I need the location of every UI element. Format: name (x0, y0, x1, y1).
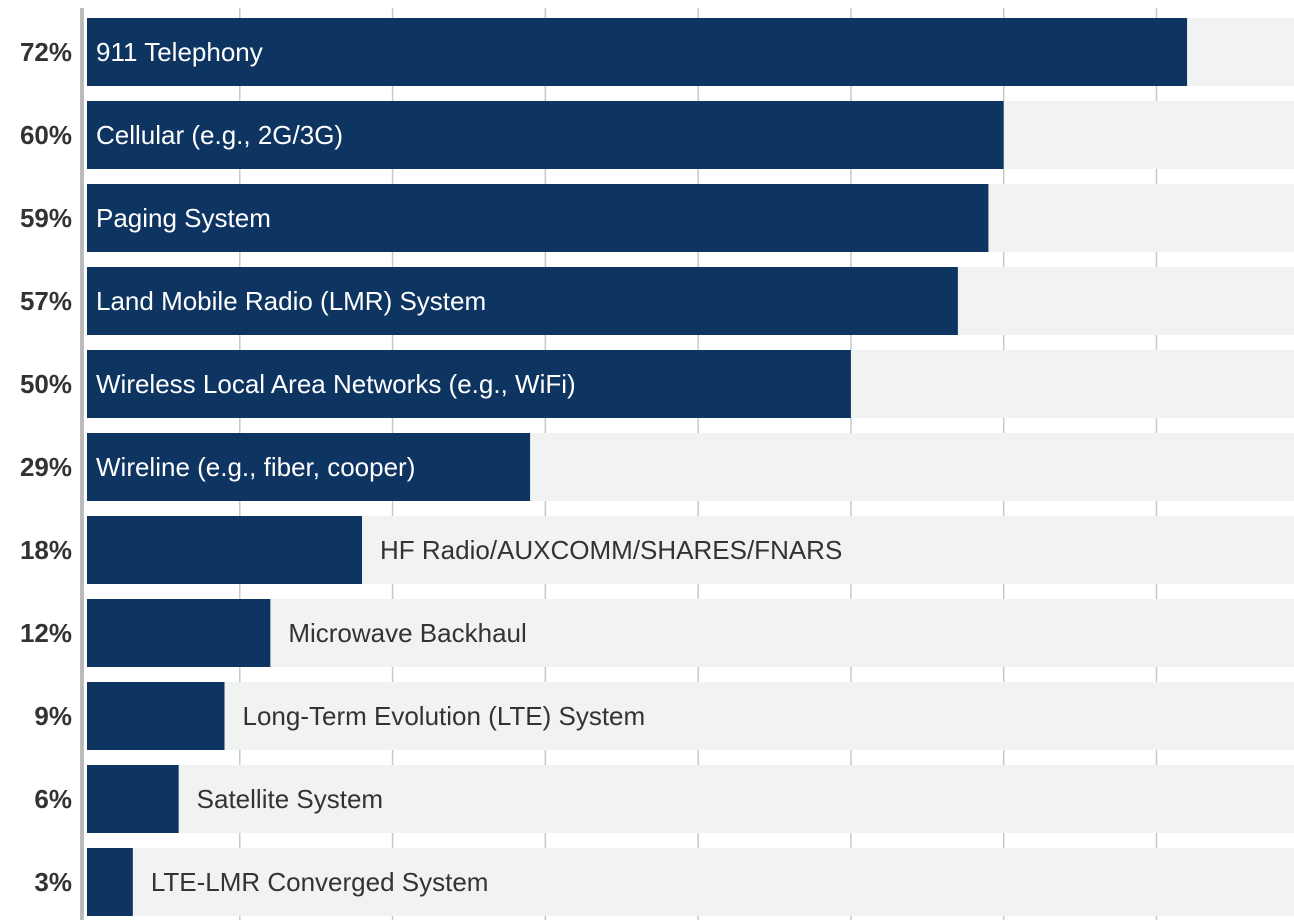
value-label: 9% (34, 701, 72, 731)
bar (87, 848, 133, 916)
category-label: Wireless Local Area Networks (e.g., WiFi… (96, 369, 576, 399)
bar-track (87, 599, 1294, 667)
category-label: LTE-LMR Converged System (151, 867, 489, 897)
category-label: Wireline (e.g., fiber, cooper) (96, 452, 415, 482)
bar (87, 101, 1004, 169)
value-label: 60% (20, 120, 72, 150)
value-label: 50% (20, 369, 72, 399)
bar-track (87, 765, 1294, 833)
value-label: 18% (20, 535, 72, 565)
category-label: Long-Term Evolution (LTE) System (243, 701, 646, 731)
value-label: 57% (20, 286, 72, 316)
bar-track (87, 848, 1294, 916)
bar (87, 765, 179, 833)
category-label: Paging System (96, 203, 271, 233)
category-label: Cellular (e.g., 2G/3G) (96, 120, 343, 150)
bar (87, 350, 851, 418)
category-label: Land Mobile Radio (LMR) System (96, 286, 486, 316)
category-label: Satellite System (197, 784, 383, 814)
value-label: 6% (34, 784, 72, 814)
bar (87, 18, 1188, 86)
category-label: 911 Telephony (96, 37, 263, 67)
bar (87, 433, 531, 501)
bar (87, 184, 989, 252)
bar-track (87, 682, 1294, 750)
bar (87, 682, 225, 750)
bar (87, 599, 271, 667)
category-label: Microwave Backhaul (288, 618, 526, 648)
bar (87, 267, 958, 335)
value-label: 72% (20, 37, 72, 67)
value-label: 59% (20, 203, 72, 233)
category-label: HF Radio/AUXCOMM/SHARES/FNARS (380, 535, 842, 565)
value-label: 12% (20, 618, 72, 648)
value-label: 3% (34, 867, 72, 897)
bar (87, 516, 363, 584)
value-label: 29% (20, 452, 72, 482)
